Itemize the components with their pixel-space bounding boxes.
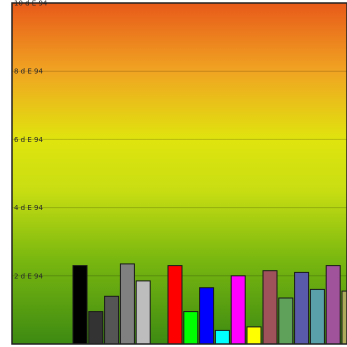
bar-g2-1 <box>167 265 183 345</box>
plot-frame <box>11 2 347 345</box>
bar-g2-2 <box>183 311 199 345</box>
bar-g3-4 <box>309 288 325 345</box>
bar-g2-5 <box>230 275 246 345</box>
bar-g1-1 <box>72 265 88 345</box>
bar-g2-3 <box>199 287 215 345</box>
bar-g1-4 <box>119 263 135 345</box>
bar-g2-4 <box>214 329 230 345</box>
bar-g3-6 <box>341 290 347 345</box>
bar-g2-6 <box>246 326 262 345</box>
bar-g3-1 <box>262 270 278 345</box>
bar-g3-2 <box>278 297 294 345</box>
gridlines <box>12 2 347 277</box>
bar-g3-3 <box>294 271 310 345</box>
y-tick-label-4: 4 d E 94 <box>14 204 43 212</box>
bar-g1-5 <box>135 280 151 345</box>
bar-g1-3 <box>104 295 120 345</box>
y-tick-label-6: 6 d E 94 <box>14 136 43 144</box>
bar-g1-2 <box>88 311 104 345</box>
bar-g3-5 <box>325 265 341 345</box>
y-tick-label-8: 8 d E 94 <box>14 68 43 76</box>
y-tick-label-2: 2 d E 94 <box>14 272 43 280</box>
